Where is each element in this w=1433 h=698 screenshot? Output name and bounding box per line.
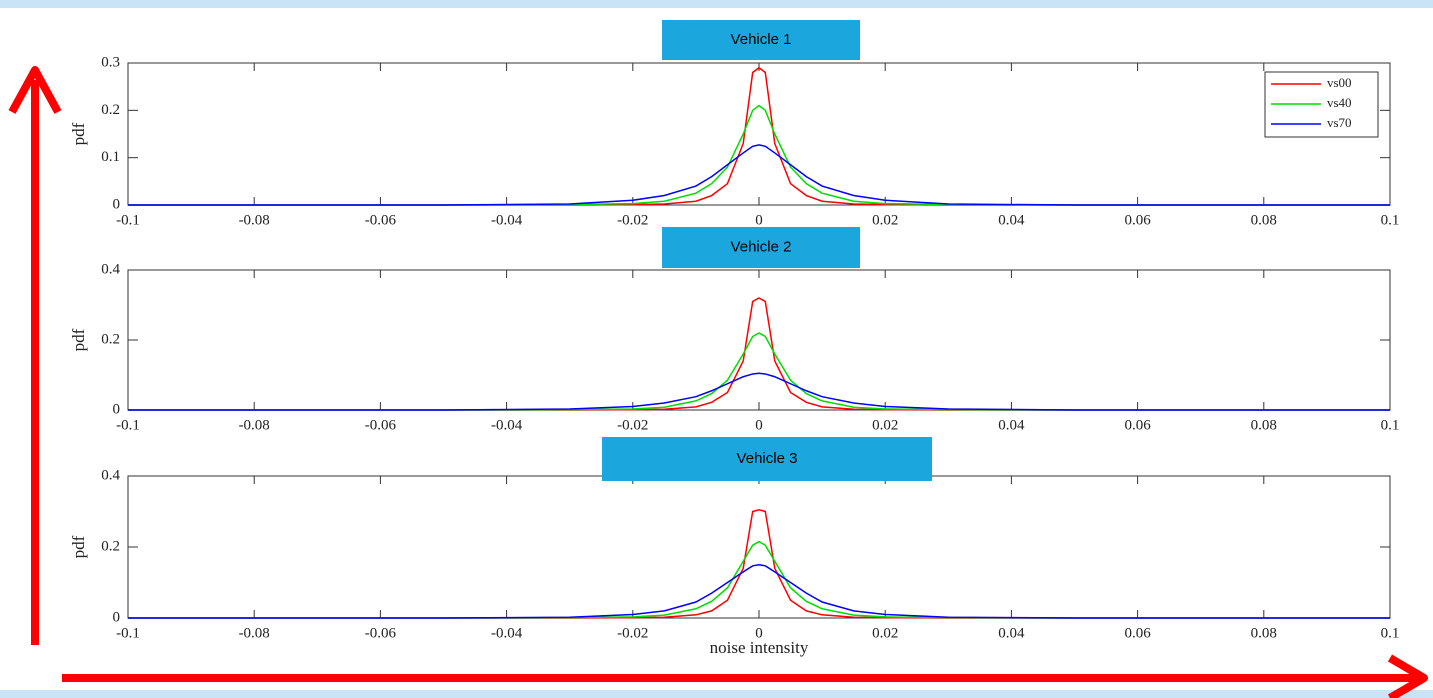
y-tick-label: 0.3 <box>101 54 120 70</box>
y-axis-label: pdf <box>69 535 88 558</box>
y-tick-label: 0.4 <box>101 261 120 277</box>
x-tick-label: 0.04 <box>998 212 1025 228</box>
x-tick-label: -0.04 <box>491 417 523 433</box>
x-tick-label: -0.04 <box>491 625 523 641</box>
y-tick-label: 0.1 <box>101 149 120 165</box>
x-tick-label: -0.08 <box>239 212 270 228</box>
subplot: -0.1 -0.08 -0.06 -0.04 -0.02 0 0.02 0.04 0.06 0.0… <box>69 227 1399 433</box>
x-tick-label: -0.04 <box>491 212 523 228</box>
y-tick-label: 0 <box>113 609 121 625</box>
series-line <box>128 540 1390 619</box>
x-tick-label: -0.08 <box>239 625 270 641</box>
x-tick-label: -0.1 <box>116 625 140 641</box>
x-axis-label: noise intensity <box>710 638 809 657</box>
title-box <box>602 437 932 481</box>
y-tick-label: 0 <box>113 196 121 212</box>
subplot: -0.1 -0.08 -0.06 -0.04 -0.02 0 0.02 0.04 0.06 0.0… <box>69 437 1399 657</box>
x-tick-label: 0.08 <box>1251 417 1277 433</box>
series-line <box>128 297 1390 411</box>
axes-box <box>127 269 1391 411</box>
y-tick-label: 0 <box>113 401 121 417</box>
x-tick-label: -0.02 <box>617 625 648 641</box>
series-line <box>128 66 1390 206</box>
y-tick-label: 0.4 <box>101 467 120 483</box>
y-tick-label: 0.2 <box>101 331 120 347</box>
series-line <box>128 372 1390 411</box>
series-line <box>128 144 1390 206</box>
x-tick-label: 0.1 <box>1381 417 1400 433</box>
top-band <box>0 0 1433 8</box>
x-tick-label: -0.06 <box>365 417 397 433</box>
axes-box <box>127 62 1391 206</box>
series-line <box>128 104 1390 206</box>
y-axis-label: pdf <box>69 122 88 145</box>
y-tick-label: 0.2 <box>101 102 120 118</box>
y-arrow <box>8 66 62 645</box>
x-tick-label: -0.06 <box>365 625 397 641</box>
x-tick-label: 0 <box>755 417 763 433</box>
x-tick-label: 0 <box>755 625 763 641</box>
x-tick-label: -0.1 <box>116 417 140 433</box>
x-tick-label: 0.1 <box>1381 625 1400 641</box>
title-box <box>662 20 860 60</box>
series-line <box>128 332 1390 411</box>
legend-label: vs40 <box>1327 95 1352 110</box>
x-tick-label: 0.08 <box>1251 212 1277 228</box>
x-tick-label: 0.04 <box>998 417 1025 433</box>
series-line <box>128 563 1390 619</box>
title-box <box>662 227 860 268</box>
plots: -0.1 -0.08 -0.06 -0.04 -0.02 0 0.02 0.04 0.06 0.0… <box>69 20 1399 657</box>
x-tick-label: -0.1 <box>116 212 140 228</box>
x-tick-label: 0.02 <box>872 212 898 228</box>
chart-title: Vehicle 1 <box>731 31 792 48</box>
subplot: -0.1 -0.08 -0.06 -0.04 -0.02 0 0.02 0.04 0.06 0.0… <box>69 20 1399 228</box>
x-tick-label: 0.06 <box>1124 417 1151 433</box>
x-tick-label: -0.02 <box>617 212 648 228</box>
chart-title: Vehicle 3 <box>737 450 798 467</box>
x-tick-label: 0.02 <box>872 625 898 641</box>
x-tick-label: 0.06 <box>1124 625 1151 641</box>
bottom-band <box>0 690 1433 698</box>
chart-title: Vehicle 2 <box>731 238 792 255</box>
x-tick-label: -0.06 <box>365 212 397 228</box>
series-line <box>128 508 1390 619</box>
x-arrow <box>62 654 1428 698</box>
x-tick-label: 0 <box>755 212 763 228</box>
x-tick-label: 0.04 <box>998 625 1025 641</box>
x-tick-label: -0.02 <box>617 417 648 433</box>
axes-box <box>127 475 1391 619</box>
x-tick-label: 0.1 <box>1381 212 1400 228</box>
legend-label: vs00 <box>1327 75 1352 90</box>
legend-label: vs70 <box>1327 115 1352 130</box>
x-tick-label: 0.06 <box>1124 212 1151 228</box>
x-tick-label: 0.08 <box>1251 625 1277 641</box>
x-tick-label: -0.08 <box>239 417 270 433</box>
x-tick-label: 0.02 <box>872 417 898 433</box>
y-axis-label: pdf <box>69 328 88 351</box>
y-tick-label: 0.2 <box>101 538 120 554</box>
